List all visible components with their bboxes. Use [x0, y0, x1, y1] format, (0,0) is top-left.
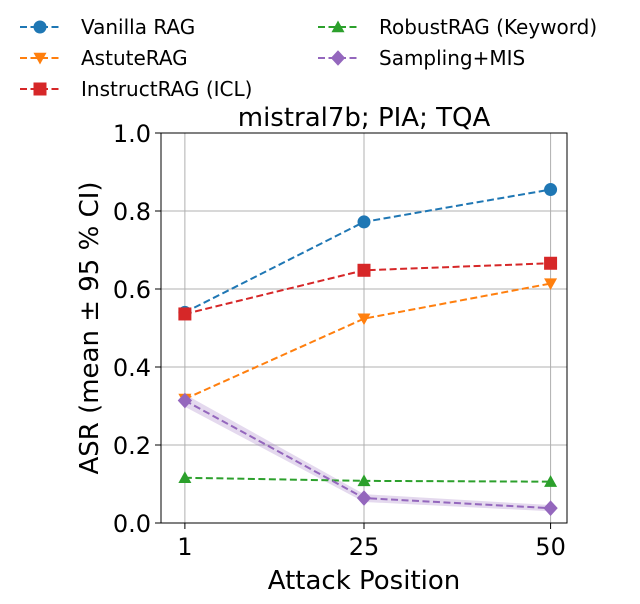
- legend-item-instructrag-icl: InstructRAG (ICL): [20, 77, 252, 101]
- y-tick-label: 0.0: [113, 510, 151, 538]
- data-point-astuterag: [544, 278, 558, 291]
- legend-swatch-marker: [33, 52, 47, 65]
- data-point-robustrag-keyword: [544, 475, 558, 487]
- data-point-vanilla-rag: [357, 215, 371, 229]
- chart-title: mistral7b; PIA; TQA: [238, 103, 491, 133]
- legend-label: InstructRAG (ICL): [81, 77, 252, 101]
- ci-band-sampling-mis: [184, 394, 551, 512]
- legend-item-robustrag-keyword: RobustRAG (Keyword): [318, 15, 597, 39]
- legend-swatch-marker: [331, 20, 345, 33]
- data-point-sampling-mis: [177, 392, 193, 409]
- series-line-astuterag: [184, 282, 551, 400]
- y-axis-ticks: 0.0 0.2 0.4 0.6 0.8 1.0: [113, 120, 161, 538]
- data-point-vanilla-rag: [544, 183, 558, 197]
- legend-swatch-marker: [33, 20, 47, 34]
- legend: Vanilla RAG AstuteRAG InstructRAG (ICL) Rob…: [20, 15, 597, 101]
- ci-bands: [184, 394, 551, 512]
- legend-label: AstuteRAG: [81, 46, 188, 70]
- markers: [177, 183, 558, 516]
- x-tick-label: 25: [349, 533, 380, 561]
- x-tick-label: 50: [535, 533, 566, 561]
- data-point-instructrag-icl: [178, 307, 192, 321]
- legend-swatch-marker: [33, 82, 47, 96]
- x-axis-label: Attack Position: [268, 566, 461, 596]
- y-axis-label: ASR (mean ± 95 % CI): [75, 181, 105, 474]
- legend-label: Sampling+MIS: [379, 46, 525, 70]
- series-line-sampling-mis: [184, 399, 551, 510]
- legend-item-vanilla-rag: Vanilla RAG: [20, 15, 195, 39]
- data-point-instructrag-icl: [544, 256, 558, 270]
- y-tick-label: 0.6: [113, 276, 151, 304]
- series-line-robustrag-keyword: [184, 476, 551, 483]
- x-axis-ticks: 1 25 50: [177, 523, 566, 561]
- data-point-robustrag-keyword: [357, 474, 371, 487]
- legend-item-astuterag: AstuteRAG: [20, 46, 188, 70]
- legend-swatch-marker: [330, 50, 346, 66]
- y-tick-label: 0.8: [113, 198, 151, 226]
- data-point-astuterag: [357, 313, 371, 326]
- y-tick-label: 0.2: [113, 432, 151, 460]
- legend-label: RobustRAG (Keyword): [379, 15, 597, 39]
- data-point-sampling-mis: [356, 490, 372, 506]
- series-lines: [184, 188, 551, 510]
- legend-label: Vanilla RAG: [81, 15, 195, 39]
- grid: [161, 132, 567, 524]
- x-tick-label: 1: [177, 533, 192, 561]
- data-point-robustrag-keyword: [178, 471, 192, 483]
- y-tick-label: 1.0: [113, 120, 151, 148]
- legend-item-sampling-mis: Sampling+MIS: [318, 46, 525, 70]
- data-point-instructrag-icl: [357, 263, 371, 277]
- y-tick-label: 0.4: [113, 354, 151, 382]
- data-point-sampling-mis: [543, 500, 558, 516]
